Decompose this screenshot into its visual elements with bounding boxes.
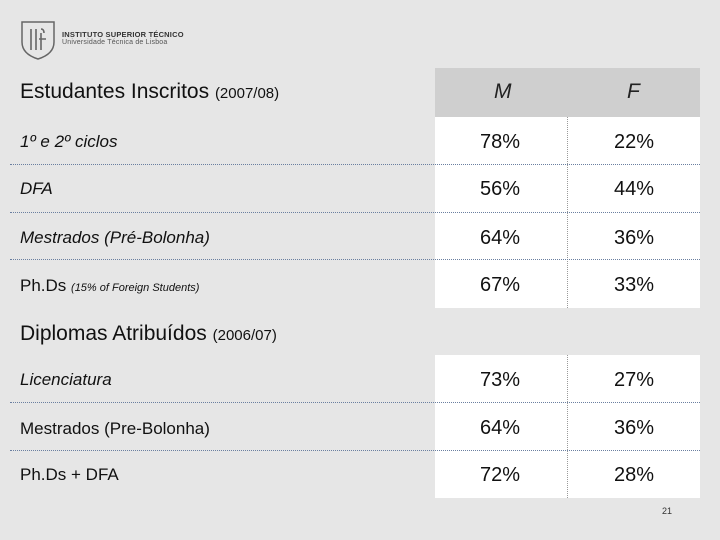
row-label: DFA [20, 179, 53, 198]
value-m: 78% [479, 131, 521, 153]
row-divider [10, 450, 700, 451]
value-m: 64% [479, 417, 521, 439]
row-label: Ph.Ds (15% of Foreign Students) [20, 276, 199, 296]
section-title-text: Diplomas Atribuídos [20, 322, 207, 345]
institution-name: INSTITUTO SUPERIOR TÉCNICO [62, 30, 184, 39]
row-divider [10, 164, 700, 165]
value-f: 33% [613, 274, 655, 296]
value-f: 36% [613, 417, 655, 439]
value-m: 73% [479, 369, 521, 391]
row-label: 1º e 2º ciclos [20, 132, 118, 151]
page-number: 21 [662, 506, 673, 516]
value-f: 22% [613, 131, 655, 153]
value-m: 56% [479, 178, 521, 200]
section-title-degrees: Diplomas Atribuídos (2006/07) [20, 322, 277, 346]
section-year: (2007/08) [214, 85, 280, 102]
value-f: 27% [613, 369, 655, 391]
column-header-m: M [494, 80, 512, 103]
row-label: Mestrados (Pré-Bolonha) [20, 228, 210, 247]
row-label: Licenciatura [20, 370, 112, 389]
table-header-cell [435, 68, 700, 117]
section-title-text: Estudantes Inscritos [20, 80, 210, 103]
row-label-text: Ph.Ds [20, 276, 67, 295]
column-header-f: F [627, 80, 640, 103]
row-divider [10, 402, 700, 403]
value-m: 64% [479, 227, 521, 249]
column-separator [567, 355, 568, 498]
value-f: 44% [613, 178, 655, 200]
row-note: (15% of Foreign Students) [71, 282, 200, 294]
row-divider [10, 259, 700, 260]
row-label: Ph.Ds + DFA [20, 465, 119, 484]
university-name: Universidade Técnica de Lisboa [62, 39, 168, 46]
value-m: 67% [479, 274, 521, 296]
value-m: 72% [479, 464, 521, 486]
row-divider [10, 212, 700, 213]
row-label: Mestrados (Pre-Bolonha) [20, 419, 210, 438]
value-f: 28% [613, 464, 655, 486]
ist-logo-icon [21, 21, 55, 60]
value-f: 36% [613, 227, 655, 249]
section-year: (2006/07) [212, 327, 277, 344]
section-title-enrolled: Estudantes Inscritos (2007/08) [20, 80, 279, 104]
